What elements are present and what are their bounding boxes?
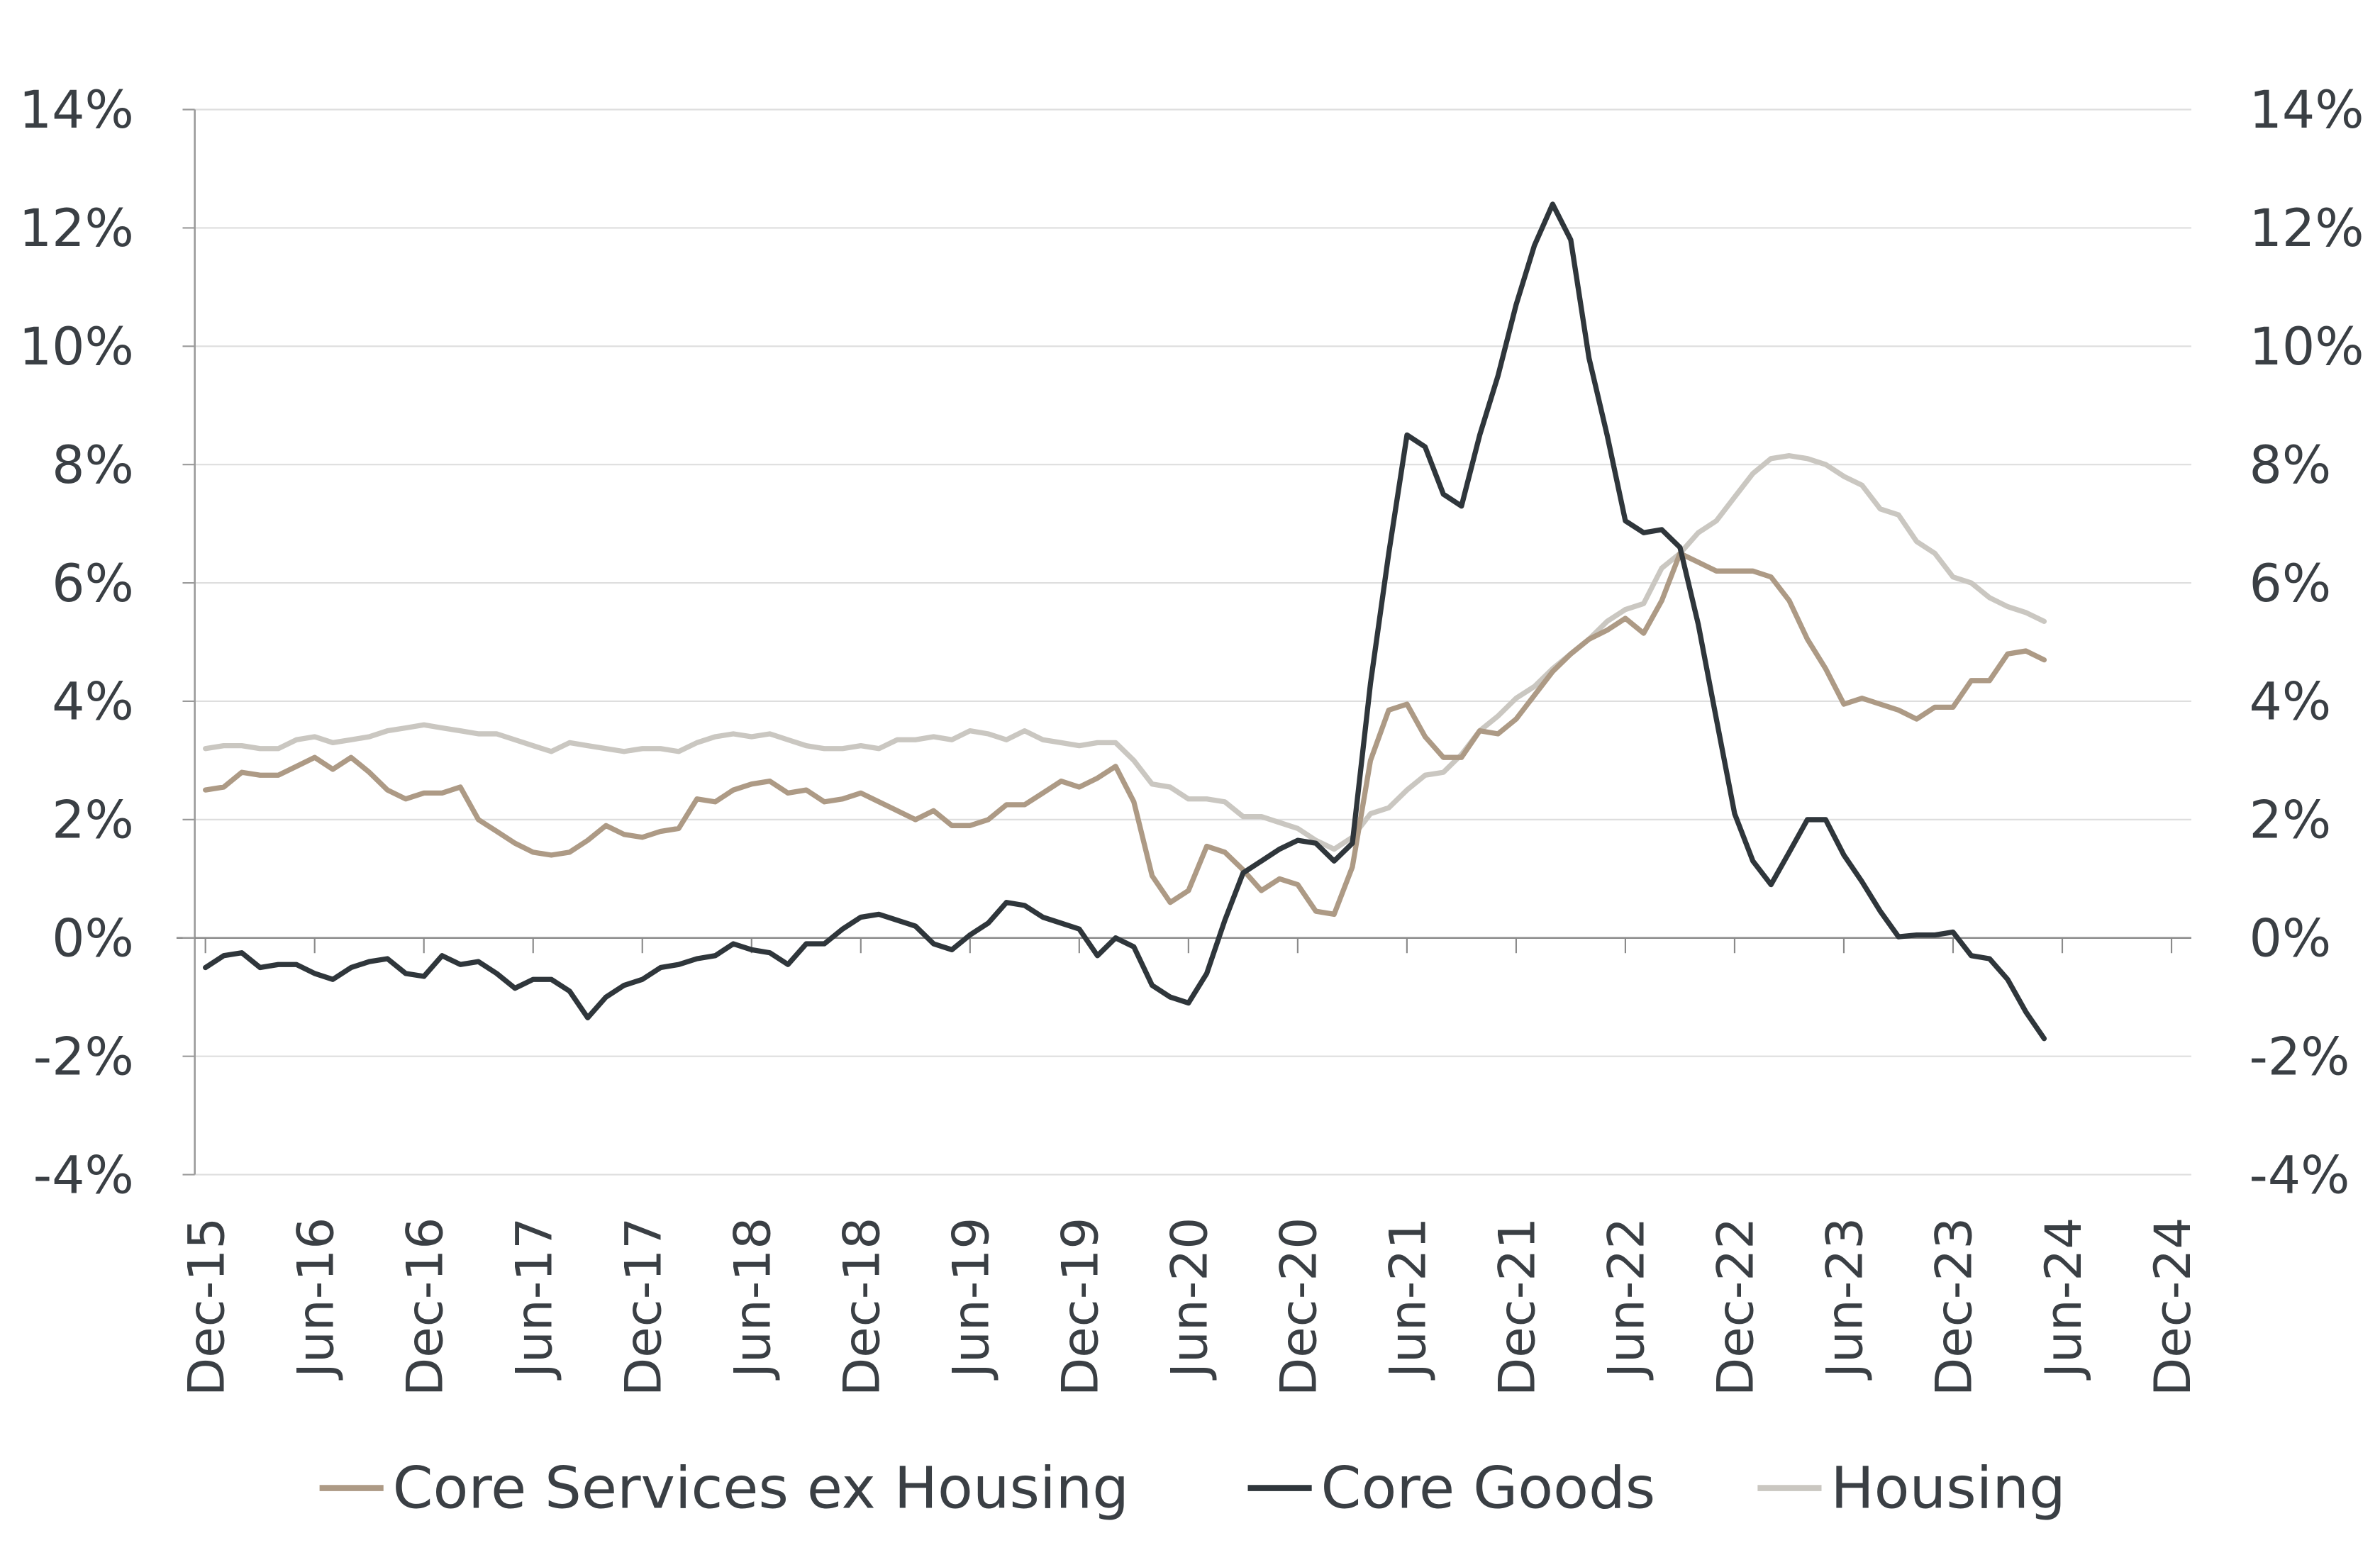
x-tick-label: Jun-18 (723, 1217, 782, 1381)
legend-label: Core Goods (1321, 1454, 1656, 1522)
y-tick-label: 6% (52, 554, 134, 614)
series-line-housing (203, 453, 2047, 852)
y-tick-label: 4% (52, 672, 134, 732)
x-tick-label: Jun-17 (504, 1217, 563, 1381)
x-tick-label: Dec-17 (614, 1217, 673, 1397)
axes (176, 108, 2191, 1176)
y2-tick-label: 12% (2249, 199, 2364, 259)
y-tick-label: -2% (33, 1027, 134, 1087)
legend-item: Core Services ex Housing (319, 1454, 1129, 1522)
legend-item: Housing (1757, 1454, 2066, 1522)
y-tick-label: 2% (52, 791, 134, 851)
x-tick-label: Dec-20 (1269, 1217, 1328, 1397)
y-axis-right-ticks: 14% 12% 10% 8% 6% 4% 2% 0% -2% -4% (2249, 80, 2364, 1205)
x-tick-label: Dec-23 (1925, 1217, 1984, 1397)
y2-tick-label: 10% (2249, 317, 2364, 377)
x-tick-label: Jun-23 (1815, 1217, 1874, 1381)
series-line-core-services-ex-housing (203, 550, 2047, 918)
x-tick-label: Jun-24 (2034, 1217, 2093, 1381)
series-lines (203, 201, 2047, 1042)
y-tick-label: 8% (52, 435, 134, 496)
legend-label: Housing (1830, 1454, 2065, 1522)
y2-tick-label: 6% (2249, 554, 2331, 614)
x-tick-label: Dec-24 (2143, 1217, 2202, 1397)
y2-tick-label: 0% (2249, 909, 2331, 969)
x-tick-label: Jun-22 (1597, 1217, 1656, 1381)
x-axis-ticks: Dec-15 Jun-16 Dec-16 Jun-17 Dec-17 Jun-18 Dec-… (177, 1217, 2201, 1397)
legend: Core Services ex Housing Core Goods Housin… (319, 1454, 2066, 1522)
y2-tick-label: 4% (2249, 672, 2331, 732)
series-line-core-goods (203, 201, 2047, 1042)
legend-label: Core Services ex Housing (393, 1454, 1129, 1522)
y2-tick-label: 14% (2249, 80, 2364, 140)
x-tick-label: Dec-22 (1706, 1217, 1765, 1397)
y-axis-left-ticks: 14% 12% 10% 8% 6% 4% 2% 0% -2% -4% (19, 80, 134, 1205)
x-tick-label: Dec-16 (395, 1217, 454, 1397)
y-tick-label: 0% (52, 909, 134, 969)
x-tick-label: Dec-18 (833, 1217, 891, 1397)
y-tick-label: 14% (19, 80, 134, 140)
x-tick-label: Jun-19 (942, 1217, 1001, 1381)
x-tick-label: Jun-16 (286, 1217, 345, 1381)
x-tick-label: Jun-20 (1160, 1217, 1219, 1381)
x-tick-label: Dec-19 (1051, 1217, 1110, 1397)
x-tick-label: Dec-15 (177, 1217, 235, 1397)
x-tick-label: Dec-21 (1488, 1217, 1547, 1397)
y2-tick-label: 2% (2249, 791, 2331, 851)
legend-item: Core Goods (1247, 1454, 1656, 1522)
y-tick-label: 10% (19, 317, 134, 377)
y2-tick-label: 8% (2249, 435, 2331, 496)
y2-tick-label: -2% (2249, 1027, 2350, 1087)
y2-tick-label: -4% (2249, 1145, 2350, 1205)
y-tick-label: -4% (33, 1145, 134, 1205)
x-tick-label: Jun-21 (1379, 1217, 1438, 1381)
y-tick-label: 12% (19, 199, 134, 259)
gridlines (194, 108, 2191, 1176)
